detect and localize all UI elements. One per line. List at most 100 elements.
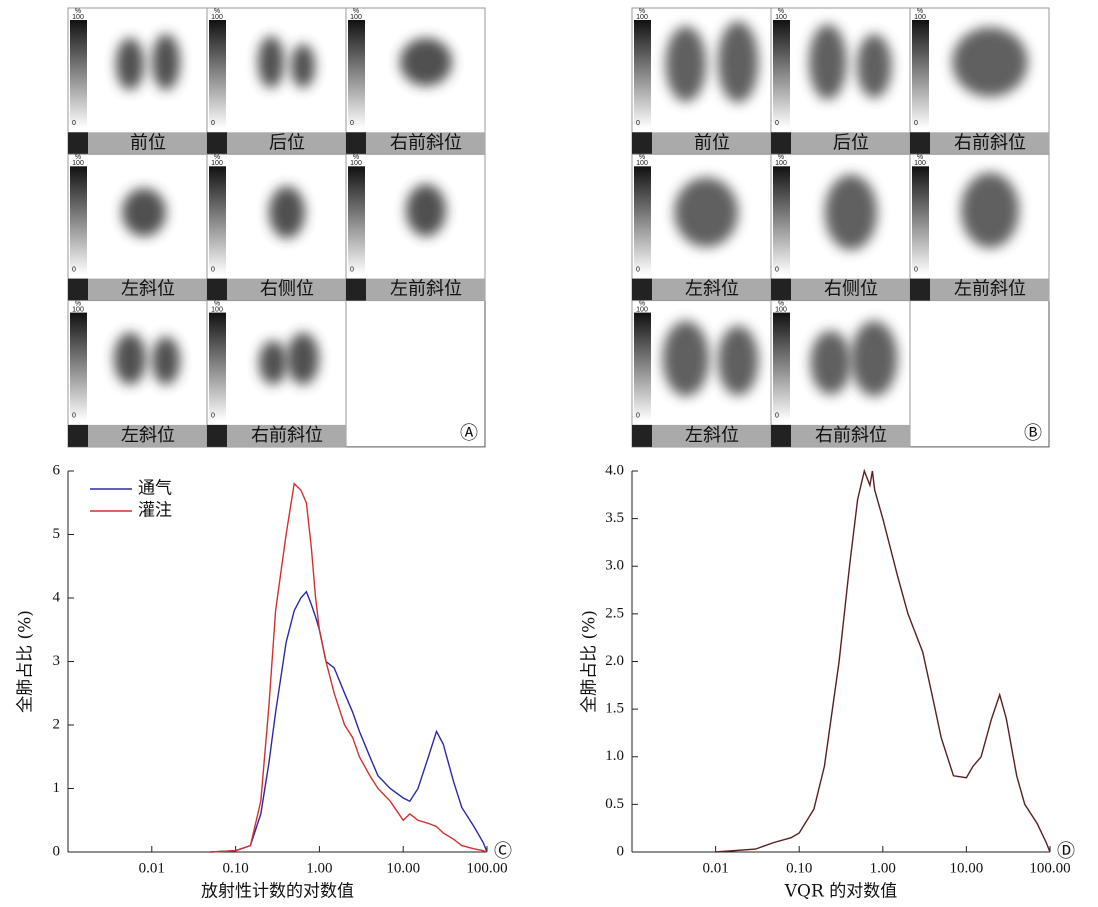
scale-max: 100 [914,14,926,21]
label-square [632,132,652,155]
view-label: 左斜位 [121,279,175,300]
view-label: 后位 [269,132,305,153]
scale-max: 100 [914,160,926,167]
view-label: 右前斜位 [815,425,887,446]
color-bar [348,166,365,275]
y-tick-label: 2 [53,716,61,732]
scale-min: 0 [350,266,354,273]
scale-max: 100 [350,14,362,21]
label-square [910,278,930,301]
color-bar [209,312,226,421]
view-label: 左前斜位 [954,279,1026,300]
image-tile: %100 0 右前斜位 [206,300,347,448]
y-tick-label: 4.0 [605,462,624,478]
color-bar [634,166,651,275]
scale-min: 0 [636,266,640,273]
scale-min: 0 [636,120,640,127]
scale-unit: % [917,154,923,161]
lung-image [674,177,739,248]
view-label: 右前斜位 [954,132,1026,153]
scale-unit: % [917,8,923,15]
lung-image [116,38,144,90]
label-square [632,424,652,447]
scale-max: 100 [636,306,648,313]
label-band [632,132,771,155]
scale-max: 100 [636,14,648,21]
scale-unit: % [778,8,784,15]
color-bar [773,312,790,421]
view-label: 右侧位 [260,279,314,300]
scale-max: 100 [775,160,787,167]
y-tick-label: 1.0 [605,748,624,764]
y-tick-label: 2.0 [605,653,624,669]
y-tick-label: 4 [53,589,61,605]
view-label: 左斜位 [121,425,175,446]
scale-unit: % [639,300,645,307]
label-square [207,424,227,447]
x-tick-label: 1.00 [870,860,896,876]
image-tile: %100 0 右侧位 [770,153,911,302]
image-tile: %100 0 右前斜位 [909,7,1050,155]
scale-min: 0 [72,413,76,420]
lung-image [810,330,851,395]
label-band [68,132,207,155]
scale-min: 0 [72,120,76,127]
label-band [207,424,346,447]
lung-image [287,332,319,385]
image-tile: %100 0 左前斜位 [345,153,486,302]
label-square [68,132,88,155]
scale-min: 0 [72,266,76,273]
y-axis-label: 全肺占比 (%) [580,610,600,713]
x-tick-label: 100.00 [466,860,507,876]
x-tick-label: 1.00 [306,860,332,876]
scale-min: 0 [211,120,215,127]
legend-label: 灌注 [138,501,172,521]
y-tick-label: 3 [53,653,61,669]
image-tile: %100 0 右前斜位 [770,300,911,448]
lung-image [152,34,180,90]
scale-min: 0 [211,266,215,273]
scale-unit: % [778,154,784,161]
scale-min: 0 [914,266,918,273]
x-tick-label: 10.00 [386,860,420,876]
image-tile: %100 0 左斜位 [67,153,208,302]
y-tick-label: 1.5 [605,701,624,717]
scale-max: 100 [775,14,787,21]
scale-max: 100 [775,306,787,313]
color-bar [773,20,790,129]
y-tick-label: 5 [53,526,61,542]
panel-label: Ⓑ [1024,423,1042,444]
data-line [715,468,1051,853]
color-bar [70,166,87,275]
lung-image [662,320,710,397]
lung-image [952,27,1028,97]
data-line [210,590,488,853]
scale-min: 0 [775,413,779,420]
color-bar [912,166,929,275]
scale-min: 0 [211,413,215,420]
scale-max: 100 [211,160,223,167]
image-tile: %100 0 左斜位 [631,153,772,302]
x-axis-label: VQR 的对数值 [784,882,897,902]
y-tick-label: 6 [53,462,61,478]
label-band [910,132,1049,155]
label-square [346,278,366,301]
lung-image [808,24,847,100]
label-band [771,424,910,447]
scale-unit: % [75,154,81,161]
scale-max: 100 [350,160,362,167]
lung-image [269,186,305,239]
lung-image [717,325,759,396]
scale-max: 100 [72,306,84,313]
scale-unit: % [75,300,81,307]
y-tick-label: 0 [617,843,625,859]
scale-min: 0 [350,120,354,127]
label-band [68,278,207,301]
y-tick-label: 0 [53,843,61,859]
y-axis-label: 全肺占比 (%) [16,610,36,713]
scale-unit: % [778,300,784,307]
view-label: 左前斜位 [390,279,462,300]
label-square [68,278,88,301]
label-band [68,424,207,447]
label-band [346,278,485,301]
